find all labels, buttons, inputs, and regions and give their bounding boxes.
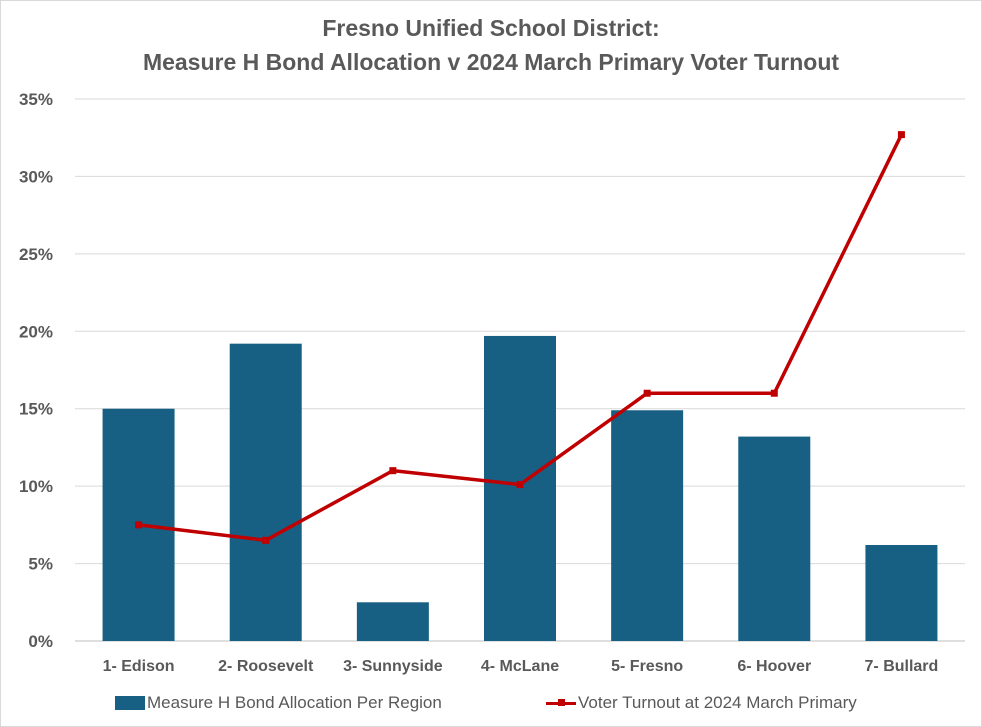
y-tick-label: 20% — [19, 322, 53, 341]
bar — [611, 410, 684, 641]
legend-item-bar: Measure H Bond Allocation Per Region — [115, 692, 442, 714]
bar — [865, 544, 938, 641]
x-tick-label: 1- Edison — [103, 658, 175, 675]
line-series — [135, 131, 905, 544]
legend-bar-label: Measure H Bond Allocation Per Region — [147, 693, 442, 712]
legend-line-label: Voter Turnout at 2024 March Primary — [578, 693, 857, 712]
y-tick-label: 0% — [28, 632, 53, 651]
x-tick-label: 6- Hoover — [737, 658, 811, 675]
line-point — [389, 467, 397, 475]
bar — [484, 335, 556, 641]
bar — [738, 436, 811, 641]
chart-title-line-2: Measure H Bond Allocation v 2024 March P… — [142, 49, 840, 75]
line-point — [897, 131, 905, 139]
bar-series — [102, 335, 938, 641]
y-tick-label: 30% — [19, 167, 53, 186]
line-point — [643, 389, 651, 397]
legend-bar-swatch — [115, 696, 145, 710]
y-tick-label: 25% — [19, 245, 53, 264]
x-tick-label: 4- McLane — [481, 658, 559, 675]
y-tick-label: 15% — [19, 400, 53, 419]
x-tick-label: 3- Sunnyside — [343, 658, 443, 675]
x-axis-ticks: 1- Edison 2- Roosevelt 3- Sunnyside 4- McLa… — [103, 658, 939, 675]
line-point — [516, 481, 524, 489]
y-axis-ticks: 0% 5% 10% 15% 20% 25% 30% 35% — [19, 90, 53, 651]
chart-title-line-1: Fresno Unified School District: — [322, 15, 660, 41]
x-tick-label: 5- Fresno — [611, 658, 683, 675]
line-point — [770, 389, 778, 397]
bar — [229, 343, 302, 641]
line-point — [135, 521, 143, 529]
bar — [356, 602, 429, 641]
legend-item-line: Voter Turnout at 2024 March Primary — [546, 692, 857, 714]
y-tick-label: 35% — [19, 90, 53, 109]
legend-line-swatch — [546, 699, 576, 706]
x-tick-label: 2- Roosevelt — [218, 658, 314, 675]
y-tick-label: 5% — [28, 555, 53, 574]
y-tick-label: 10% — [19, 477, 53, 496]
x-tick-label: 7- Bullard — [865, 658, 939, 675]
line-point — [262, 536, 270, 544]
